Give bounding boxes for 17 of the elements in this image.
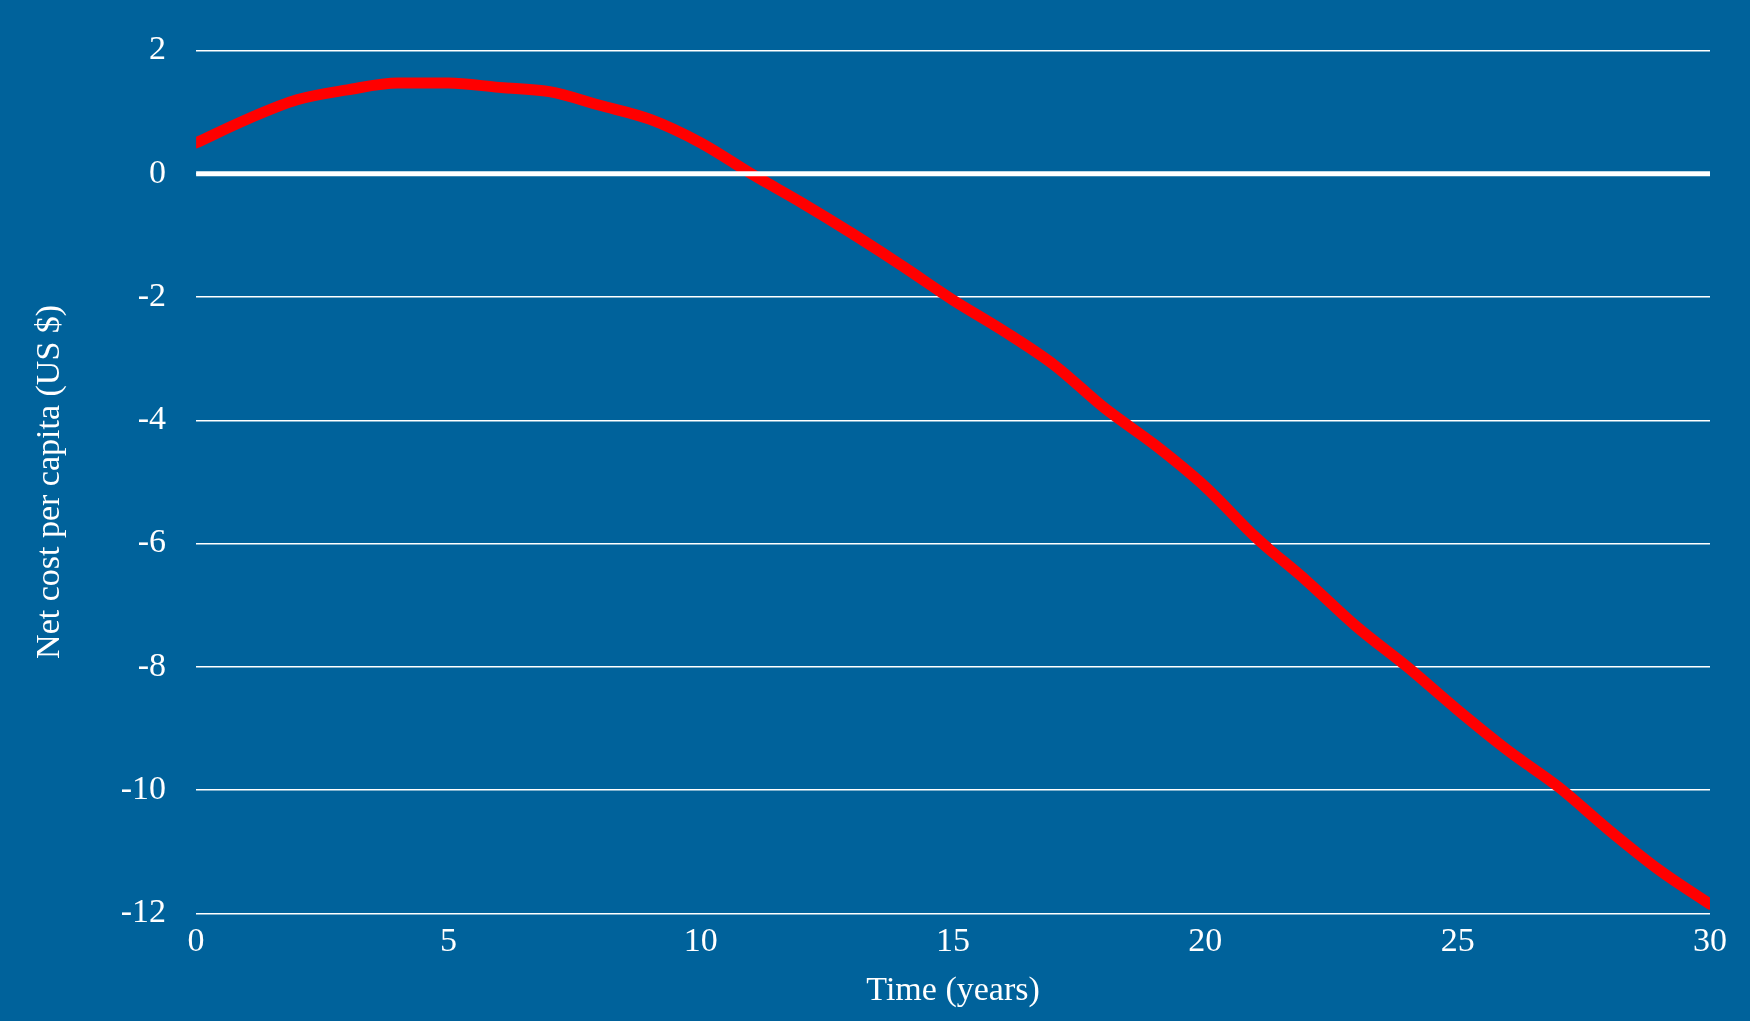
x-tick-label: 20 <box>1188 920 1223 958</box>
y-tick-label: -8 <box>137 645 167 683</box>
x-tick-label: 15 <box>936 920 971 958</box>
x-tick-label: 5 <box>439 920 457 958</box>
x-tick-label: 30 <box>1693 920 1727 958</box>
y-axis-title: Net cost per capita (US $) <box>29 304 68 659</box>
x-axis-title: Time (years) <box>866 969 1040 1008</box>
x-tick-label: 10 <box>683 920 718 958</box>
y-tick-label: 2 <box>149 29 167 67</box>
y-tick-label: -2 <box>137 275 167 313</box>
y-tick-label: -4 <box>137 399 167 437</box>
x-tick-label: 25 <box>1440 920 1475 958</box>
y-tick-label: -12 <box>120 892 167 930</box>
y-tick-label: -6 <box>137 522 167 560</box>
x-tick-label: 0 <box>187 920 205 958</box>
y-tick-label: 0 <box>149 152 167 190</box>
y-tick-label: -10 <box>120 769 167 807</box>
